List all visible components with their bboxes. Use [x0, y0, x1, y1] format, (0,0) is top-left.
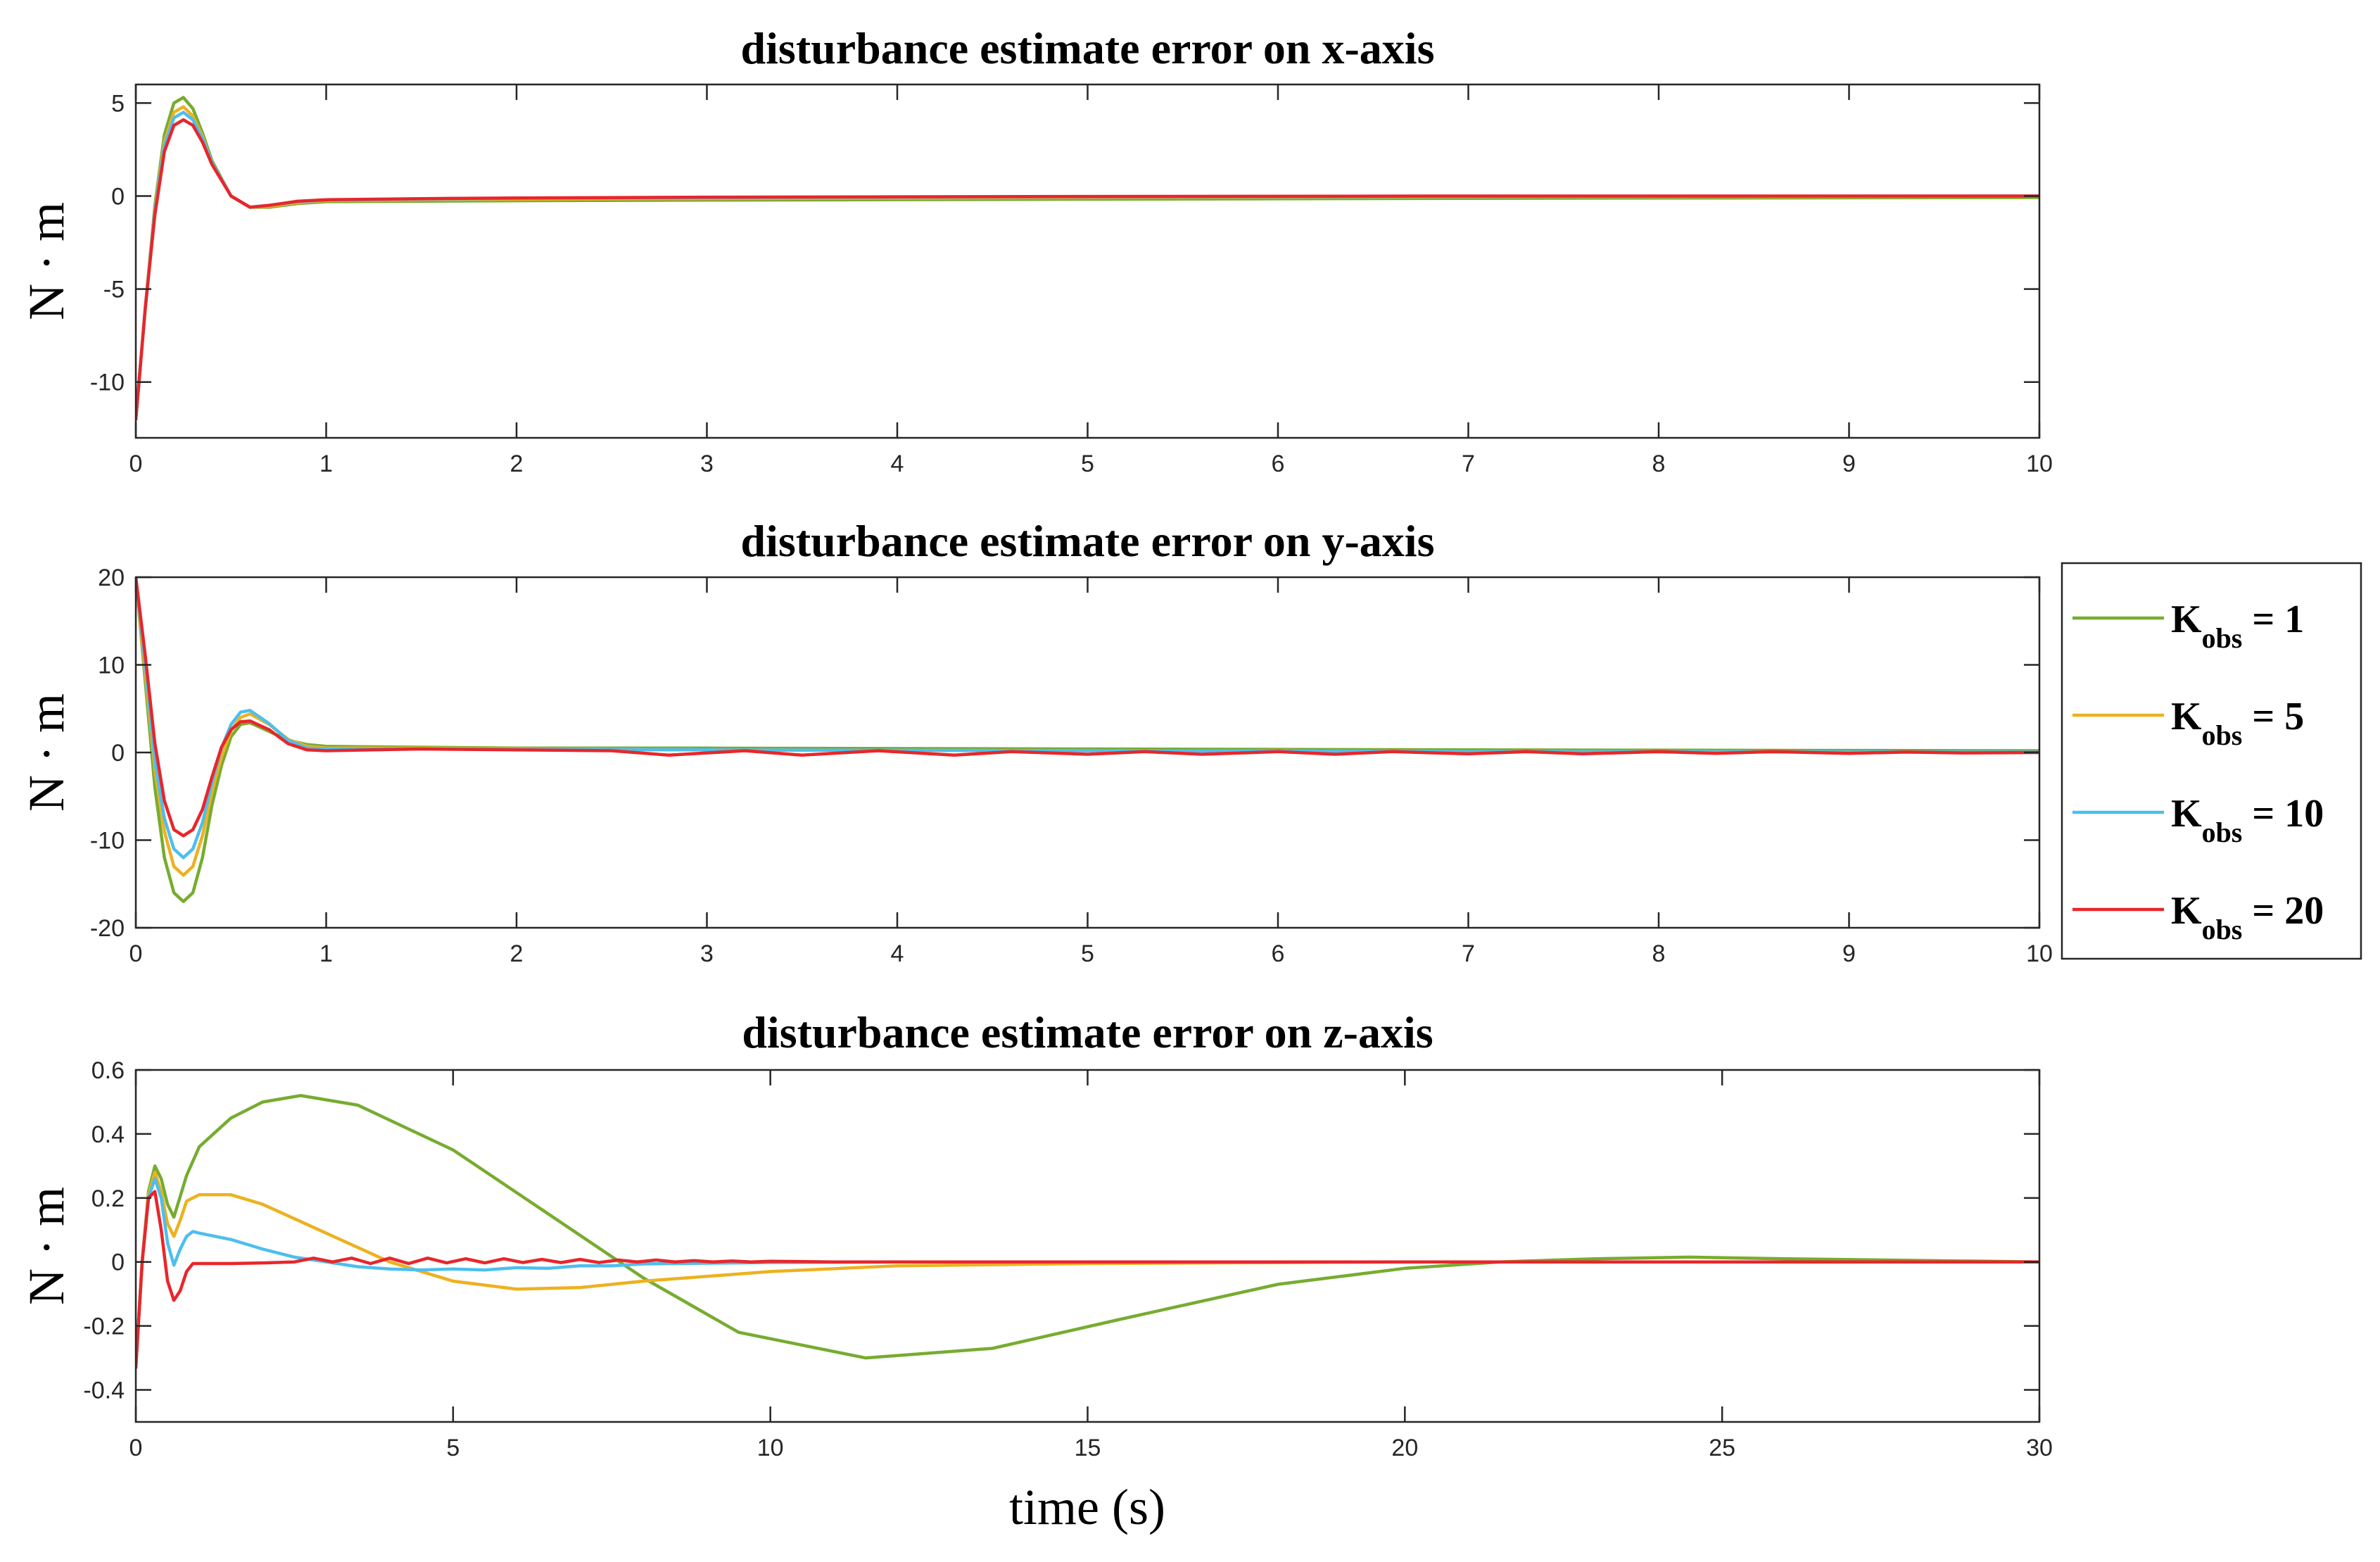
panel-2-y-axis-label: N · m: [18, 693, 75, 812]
x-tick-label: 5: [1081, 451, 1094, 477]
x-tick-label: 4: [891, 940, 904, 967]
y-tick-label: 0.4: [91, 1121, 125, 1148]
y-tick-label: -20: [90, 915, 125, 942]
x-tick-label: 15: [1075, 1435, 1101, 1461]
x-tick-label: 6: [1272, 451, 1285, 477]
x-tick-label: 10: [2026, 451, 2053, 477]
x-tick-label: 3: [700, 940, 714, 967]
x-tick-label: 9: [1842, 451, 1856, 477]
series-line-k10: [136, 111, 2039, 421]
y-tick-label: -0.2: [83, 1314, 125, 1340]
x-tick-label: 0: [129, 1435, 143, 1461]
panel-2: disturbance estimate error on y-axis N · …: [18, 516, 2053, 967]
panel-3: disturbance estimate error on z-axis N · …: [18, 1007, 2053, 1461]
x-tick-label: 1: [319, 451, 333, 477]
y-tick-label: 0.6: [91, 1057, 125, 1084]
panel-1-axes-box: [134, 83, 2041, 439]
x-tick-label: 30: [2026, 1435, 2053, 1461]
series-line-k20: [136, 118, 2039, 421]
x-tick-label: 0: [129, 451, 143, 477]
panels: disturbance estimate error on x-axis N · …: [18, 23, 2053, 1461]
panel-1-title: disturbance estimate error on x-axis: [741, 23, 1435, 73]
x-axis-label: time (s): [1009, 1479, 1165, 1535]
x-tick-label: 25: [1709, 1435, 1735, 1461]
x-tick-label: 7: [1462, 940, 1475, 967]
y-tick-label: 5: [111, 90, 125, 117]
series-line-k1: [136, 1094, 2039, 1369]
legend-label: Kobs = 20: [2171, 889, 2324, 945]
series-line-k5: [136, 105, 2039, 421]
y-tick-label: 20: [98, 565, 125, 591]
legend-label: Kobs = 5: [2171, 695, 2304, 751]
legend-label: Kobs = 10: [2171, 792, 2324, 848]
panel-1-series: [136, 96, 2039, 421]
x-tick-label: 2: [510, 940, 524, 967]
y-tick-label: -10: [90, 828, 125, 855]
legend-item-k5: Kobs = 5: [2072, 695, 2304, 751]
panel-1: disturbance estimate error on x-axis N · …: [18, 23, 2053, 477]
y-tick-label: 0: [111, 184, 125, 210]
x-tick-label: 4: [891, 451, 904, 477]
series-line-k20: [136, 1190, 2039, 1369]
panel-3-series: [136, 1094, 2039, 1369]
legend: Kobs = 1 Kobs = 5 Kobs = 10 Kobs = 20: [2061, 562, 2362, 960]
legend-item-k10: Kobs = 10: [2072, 792, 2324, 848]
x-tick-label: 1: [319, 940, 333, 967]
x-tick-label: 6: [1272, 940, 1285, 967]
y-tick-label: 0: [111, 1249, 125, 1276]
series-line-k1: [136, 577, 2039, 903]
series-line-k10: [136, 577, 2039, 859]
panel-2-title: disturbance estimate error on y-axis: [741, 516, 1435, 566]
x-tick-label: 8: [1652, 451, 1666, 477]
panel-3-title: disturbance estimate error on z-axis: [742, 1007, 1433, 1057]
panel-3-y-axis-label: N · m: [18, 1187, 75, 1305]
series-line-k1: [136, 96, 2039, 421]
series-line-k5: [136, 1171, 2039, 1369]
x-tick-label: 3: [700, 451, 714, 477]
panel-2-series: [136, 577, 2039, 903]
x-tick-label: 2: [510, 451, 524, 477]
series-line-k5: [136, 577, 2039, 877]
legend-label: Kobs = 1: [2171, 598, 2304, 654]
panel-1-y-axis-label: N · m: [18, 202, 75, 320]
x-tick-label: 7: [1462, 451, 1475, 477]
y-tick-label: -0.4: [83, 1378, 125, 1404]
panel-3-axes-box: [134, 1069, 2041, 1423]
y-tick-label: 0.2: [91, 1185, 125, 1212]
x-tick-label: 0: [129, 940, 143, 967]
legend-item-k20: Kobs = 20: [2072, 889, 2324, 945]
x-tick-label: 20: [1391, 1435, 1418, 1461]
y-tick-label: -5: [103, 277, 125, 303]
x-tick-label: 8: [1652, 940, 1666, 967]
y-tick-label: -10: [90, 370, 125, 396]
y-tick-label: 0: [111, 740, 125, 767]
x-tick-label: 5: [446, 1435, 460, 1461]
x-tick-label: 10: [757, 1435, 784, 1461]
x-tick-label: 5: [1081, 940, 1094, 967]
series-line-k20: [136, 577, 2039, 838]
y-tick-label: 10: [98, 653, 125, 679]
x-tick-label: 10: [2026, 940, 2053, 967]
legend-box: [2061, 562, 2362, 960]
x-tick-label: 9: [1842, 940, 1856, 967]
legend-item-k1: Kobs = 1: [2072, 598, 2304, 654]
